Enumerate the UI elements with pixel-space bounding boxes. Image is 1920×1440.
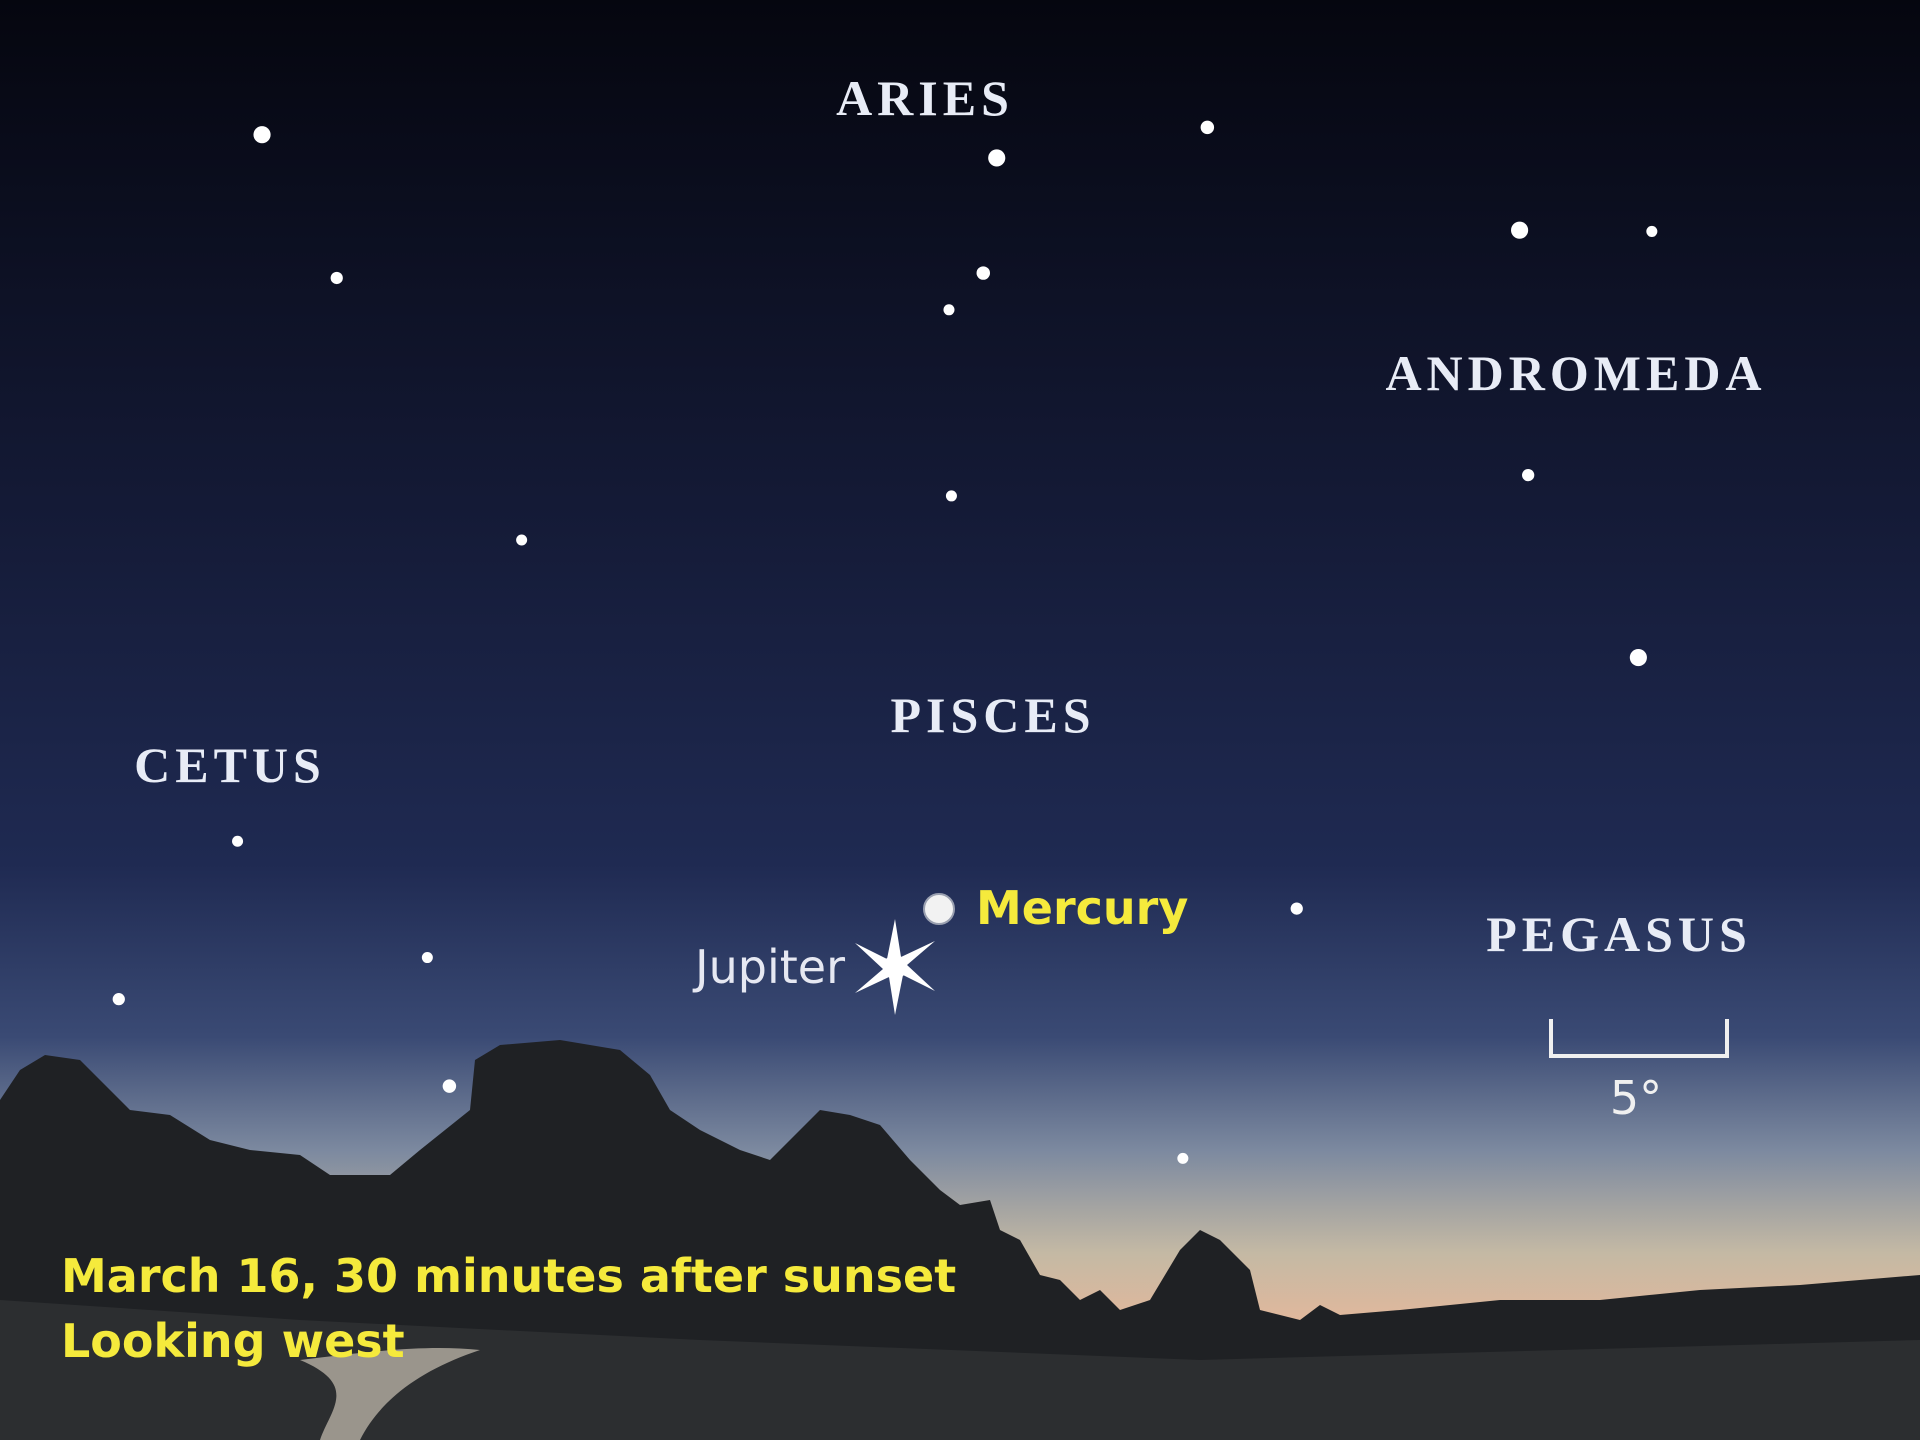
star	[1522, 469, 1534, 481]
star	[253, 126, 270, 143]
constellation-label: PEGASUS	[1486, 906, 1752, 962]
scale-label: 5°	[1610, 1071, 1662, 1125]
mercury	[924, 894, 954, 924]
star	[516, 534, 527, 545]
constellation-label: ARIES	[836, 70, 1014, 126]
star	[331, 272, 343, 284]
star	[1646, 226, 1657, 237]
star	[977, 266, 990, 279]
sky-chart: ARIES ANDROMEDA PISCES CETUS PEGASUS Mer…	[0, 0, 1920, 1440]
star	[1177, 1153, 1188, 1164]
star	[1201, 121, 1214, 134]
caption: March 16, 30 minutes after sunset	[61, 1249, 956, 1303]
planet-label: Jupiter	[692, 940, 845, 994]
star	[232, 836, 243, 847]
constellation-label: ANDROMEDA	[1385, 345, 1766, 401]
star	[943, 304, 954, 315]
star	[1511, 222, 1528, 239]
page: ARIES ANDROMEDA PISCES CETUS PEGASUS Mer…	[0, 0, 1920, 1440]
planet-label: Mercury	[976, 881, 1188, 935]
caption: Looking west	[61, 1314, 405, 1368]
star	[1291, 902, 1303, 914]
star	[988, 149, 1005, 166]
constellation-label: CETUS	[134, 737, 326, 793]
star	[422, 952, 433, 963]
star	[113, 993, 125, 1005]
star	[946, 490, 957, 501]
constellation-label: PISCES	[890, 687, 1095, 743]
star	[443, 1079, 456, 1092]
star	[1630, 649, 1647, 666]
